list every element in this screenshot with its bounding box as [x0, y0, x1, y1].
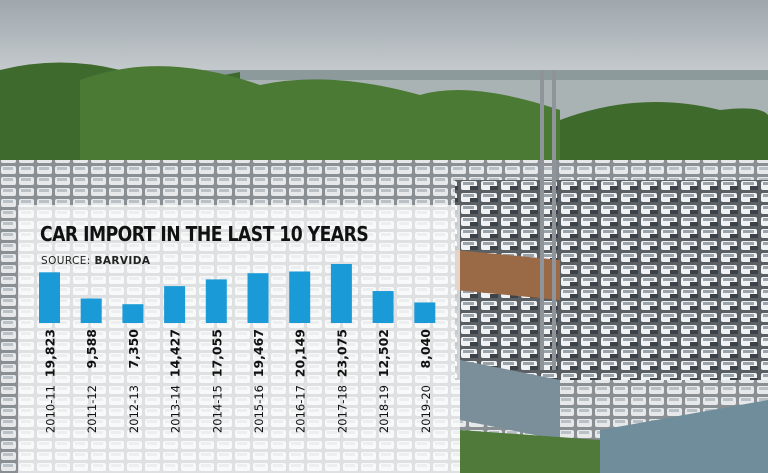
value-label-2015-16: 19,467: [251, 329, 266, 377]
bar-2016-17: [289, 271, 311, 323]
category-label-2012-13: 2012-13: [127, 385, 141, 433]
value-label-2016-17: 20,149: [293, 329, 308, 377]
chart-title: CAR IMPORT IN THE LAST 10 YEARS: [40, 222, 369, 246]
category-label-2010-11: 2010-11: [44, 385, 58, 433]
value-label-2019-20: 8,040: [418, 329, 433, 369]
category-label-2016-17: 2016-17: [294, 385, 308, 433]
bar-2019-20: [414, 302, 436, 323]
category-label-2013-14: 2013-14: [169, 385, 183, 433]
bar-2012-13: [122, 304, 144, 323]
category-label-2011-12: 2011-12: [85, 385, 99, 433]
bar-2014-15: [205, 279, 227, 323]
category-label-2017-18: 2017-18: [335, 385, 349, 433]
bar-2015-16: [247, 273, 269, 323]
value-label-2013-14: 14,427: [168, 329, 183, 377]
value-label-2014-15: 17,055: [209, 329, 224, 377]
category-label-2014-15: 2014-15: [210, 385, 224, 433]
source-label: SOURCE:: [41, 255, 91, 267]
bar-2017-18: [330, 264, 352, 323]
value-label-2018-19: 12,502: [376, 329, 391, 377]
value-label-2010-11: 19,823: [43, 329, 58, 377]
bar-2010-11: [39, 272, 60, 323]
value-label-2012-13: 7,350: [126, 329, 141, 369]
category-label-2019-20: 2019-20: [419, 385, 433, 433]
bar-2011-12: [80, 298, 102, 323]
chart-source: SOURCE: BARVIDA: [41, 255, 150, 267]
value-label-2011-12: 9,588: [84, 329, 99, 369]
source-name: BARVIDA: [94, 255, 151, 267]
bar-2013-14: [164, 286, 186, 323]
value-label-2017-18: 23,075: [334, 329, 349, 377]
category-label-2015-16: 2015-16: [252, 385, 266, 433]
bar-2018-19: [372, 291, 394, 323]
chart-panel: [18, 205, 460, 473]
category-label-2018-19: 2018-19: [377, 385, 391, 433]
